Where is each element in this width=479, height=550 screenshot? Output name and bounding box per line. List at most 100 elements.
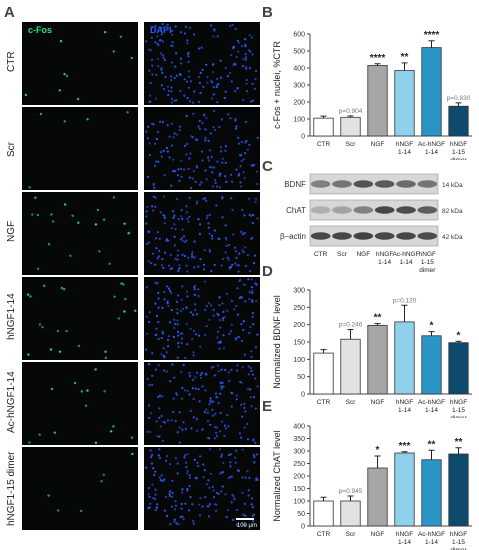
significance-label: **: [374, 313, 382, 324]
dapi-nucleus: [193, 240, 196, 243]
dapi-nucleus: [168, 156, 171, 159]
dapi-nucleus: [207, 222, 210, 225]
dapi-nucleus: [159, 211, 162, 214]
dapi-nucleus: [200, 371, 204, 374]
dapi-nucleus: [227, 113, 230, 116]
dapi-nucleus: [250, 100, 253, 103]
cfos-nucleus: [131, 452, 134, 456]
dapi-nucleus: [177, 523, 180, 526]
protein-band: [332, 232, 352, 240]
blot-lane-label: CTR: [314, 251, 328, 258]
y-tick-label: 500: [293, 49, 305, 56]
dapi-nucleus: [235, 394, 238, 397]
dapi-nucleus: [221, 302, 224, 305]
dapi-nucleus: [161, 54, 164, 57]
dapi-nucleus: [157, 364, 160, 367]
dapi-nucleus: [156, 35, 159, 38]
dapi-nucleus: [206, 81, 209, 84]
dapi-nucleus: [167, 89, 171, 93]
dapi-nucleus: [186, 343, 189, 346]
cfos-nucleus: [86, 389, 89, 392]
dapi-nucleus: [221, 319, 225, 322]
dapi-nucleus: [191, 136, 194, 139]
dapi-nucleus: [154, 493, 157, 496]
dapi-nucleus: [209, 401, 212, 404]
dapi-nucleus: [250, 237, 253, 240]
dapi-nucleus: [225, 244, 228, 247]
dapi-nucleus: [206, 75, 209, 78]
dapi-nucleus: [235, 398, 238, 401]
dapi-nucleus: [181, 397, 184, 400]
dapi-nucleus: [173, 518, 176, 521]
protein-band: [396, 180, 416, 188]
dapi-nucleus: [178, 426, 181, 429]
chart-b: 0 100 200 300 400 500 600 c-Fos + nuclei, %CTR C…: [272, 30, 472, 160]
dapi-nucleus: [247, 387, 250, 391]
dapi-nucleus: [208, 503, 211, 506]
dapi-nucleus: [173, 244, 176, 247]
dapi-nucleus: [180, 62, 183, 65]
dapi-nucleus: [154, 142, 157, 145]
dapi-nucleus: [171, 33, 174, 36]
dapi-nucleus: [154, 302, 157, 305]
x-tick-label: Scr: [346, 399, 357, 406]
dapi-nucleus: [191, 177, 194, 180]
bar: [421, 335, 442, 395]
dapi-nucleus: [232, 46, 235, 49]
dapi-nucleus: [240, 140, 243, 144]
chart-d: 0 50 100 150 200 250 300 Normalized BDNF level C…: [272, 288, 472, 418]
dapi-nucleus: [183, 168, 186, 171]
dapi-nucleus: [185, 264, 188, 267]
cfos-nucleus: [126, 111, 129, 114]
blot-lane-label: 1-14: [378, 259, 391, 266]
dapi-nucleus: [244, 38, 247, 41]
dapi-nucleus: [147, 260, 150, 263]
dapi-nucleus: [249, 396, 253, 399]
dapi-nucleus: [204, 308, 207, 311]
dapi-nucleus: [162, 213, 165, 217]
dapi-nucleus: [179, 309, 182, 312]
dapi-nucleus: [157, 291, 160, 294]
protein-band: [417, 180, 438, 188]
cfos-nucleus: [26, 293, 30, 296]
dapi-nucleus: [215, 431, 218, 434]
significance-label: *: [457, 330, 461, 341]
dapi-nucleus: [166, 338, 170, 341]
dapi-nucleus: [161, 258, 164, 261]
dapi-nucleus: [148, 241, 151, 244]
y-tick-label: 100: [293, 117, 305, 124]
dapi-nucleus: [205, 483, 208, 486]
dapi-nucleus: [189, 496, 192, 499]
y-tick-label: 200: [293, 322, 305, 329]
dapi-nucleus: [181, 515, 184, 518]
dapi-nucleus: [213, 29, 216, 32]
dapi-nucleus: [193, 288, 196, 291]
dapi-nucleus: [146, 242, 149, 245]
dapi-nucleus: [207, 505, 210, 508]
dapi-nucleus: [171, 495, 174, 498]
dapi-nucleus: [243, 406, 246, 409]
dapi-nucleus: [201, 159, 204, 162]
cfos-nucleus: [36, 213, 40, 217]
dapi-nucleus: [163, 251, 166, 254]
dapi-nucleus: [195, 477, 198, 480]
dapi-nucleus: [163, 174, 166, 177]
x-tick-label: 1-15: [452, 149, 465, 156]
dapi-nucleus: [205, 325, 208, 328]
dapi-nucleus: [208, 248, 211, 251]
dapi-nucleus: [161, 121, 164, 124]
dapi-nucleus: [195, 418, 198, 421]
cfos-nucleus: [96, 208, 100, 212]
dapi-nucleus: [237, 50, 240, 53]
dapi-nucleus: [160, 414, 163, 418]
dapi-nucleus: [239, 295, 242, 298]
dapi-nucleus: [207, 479, 210, 482]
bar: [340, 338, 361, 395]
dapi-nucleus: [175, 99, 178, 102]
dapi-nucleus: [181, 285, 184, 288]
dapi-nucleus: [235, 304, 238, 308]
dapi-nucleus: [199, 71, 202, 74]
dapi-nucleus: [189, 311, 192, 314]
dapi-nucleus: [230, 405, 233, 408]
dapi-nucleus: [220, 385, 223, 388]
